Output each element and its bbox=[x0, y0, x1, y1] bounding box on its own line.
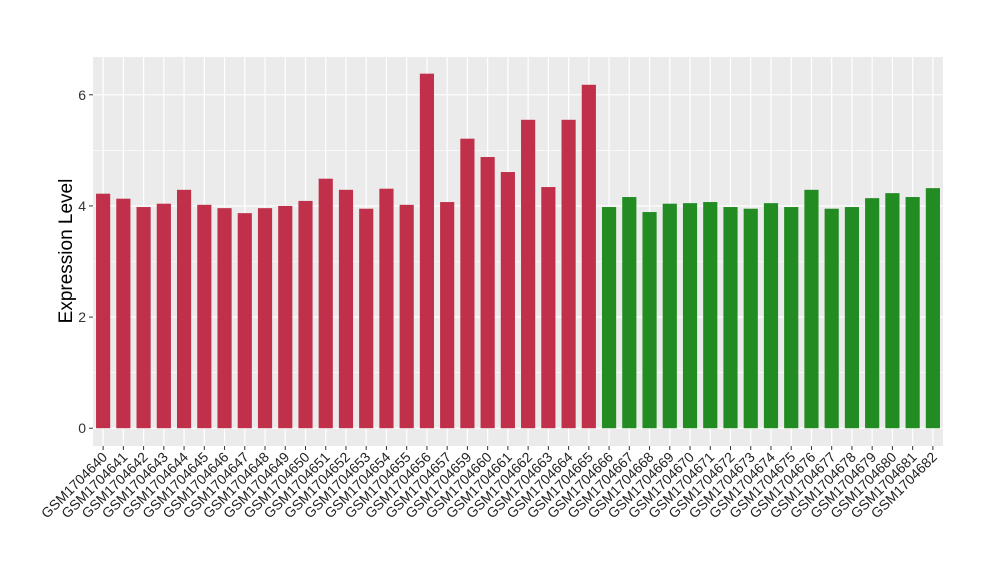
bar-GSM1704677 bbox=[824, 208, 839, 429]
bar-GSM1704670 bbox=[682, 203, 698, 429]
y-tick-label: 2 bbox=[78, 309, 86, 325]
y-tick-label: 0 bbox=[78, 420, 86, 436]
bar-GSM1704681 bbox=[905, 197, 920, 429]
bar-GSM1704654 bbox=[379, 188, 394, 429]
bar-GSM1704674 bbox=[763, 203, 779, 429]
bar-GSM1704645 bbox=[197, 204, 212, 429]
bar-GSM1704671 bbox=[703, 202, 718, 429]
bar-GSM1704642 bbox=[136, 207, 151, 429]
bar-GSM1704641 bbox=[116, 198, 131, 429]
bar-GSM1704640 bbox=[96, 193, 111, 429]
bar-GSM1704668 bbox=[642, 212, 657, 429]
bar-GSM1704673 bbox=[743, 208, 758, 429]
bar-GSM1704649 bbox=[278, 205, 293, 429]
bar-GSM1704659 bbox=[460, 138, 475, 429]
plot-panel bbox=[93, 57, 943, 446]
bar-GSM1704666 bbox=[601, 207, 617, 429]
bar-GSM1704648 bbox=[257, 208, 273, 429]
bar-GSM1704679 bbox=[865, 198, 880, 429]
bar-GSM1704663 bbox=[541, 187, 556, 429]
bar-GSM1704657 bbox=[440, 202, 455, 429]
y-axis-label: Expression Level bbox=[56, 179, 77, 324]
bar-GSM1704643 bbox=[156, 203, 171, 429]
bar-GSM1704650 bbox=[298, 200, 313, 429]
bar-GSM1704644 bbox=[176, 189, 192, 429]
bar-GSM1704678 bbox=[844, 207, 860, 429]
y-axis: 0 2 4 6 bbox=[78, 87, 93, 436]
bar-GSM1704675 bbox=[784, 207, 799, 429]
y-tick-label: 6 bbox=[78, 87, 86, 103]
bar-GSM1704661 bbox=[500, 172, 515, 429]
bar-GSM1704651 bbox=[318, 178, 333, 429]
x-axis: GSM1704640GSM1704641GSM1704642GSM1704643… bbox=[38, 446, 940, 521]
bar-GSM1704647 bbox=[237, 213, 252, 429]
bar-GSM1704656 bbox=[419, 73, 435, 429]
bar-GSM1704669 bbox=[662, 203, 677, 429]
bar-GSM1704667 bbox=[622, 197, 637, 429]
bar-GSM1704653 bbox=[359, 208, 374, 429]
y-tick-label: 4 bbox=[78, 198, 86, 214]
bar-GSM1704660 bbox=[480, 157, 495, 429]
bar-GSM1704646 bbox=[217, 208, 232, 429]
bar-GSM1704665 bbox=[581, 84, 596, 429]
bar-GSM1704672 bbox=[723, 207, 738, 429]
bar-GSM1704682 bbox=[925, 188, 940, 429]
bar-GSM1704676 bbox=[804, 189, 819, 429]
bar-GSM1704664 bbox=[561, 119, 576, 429]
bar-GSM1704652 bbox=[338, 189, 354, 429]
bar-GSM1704662 bbox=[521, 119, 536, 429]
bar-GSM1704655 bbox=[399, 204, 414, 429]
bar-GSM1704680 bbox=[885, 193, 900, 429]
bars bbox=[96, 73, 940, 429]
